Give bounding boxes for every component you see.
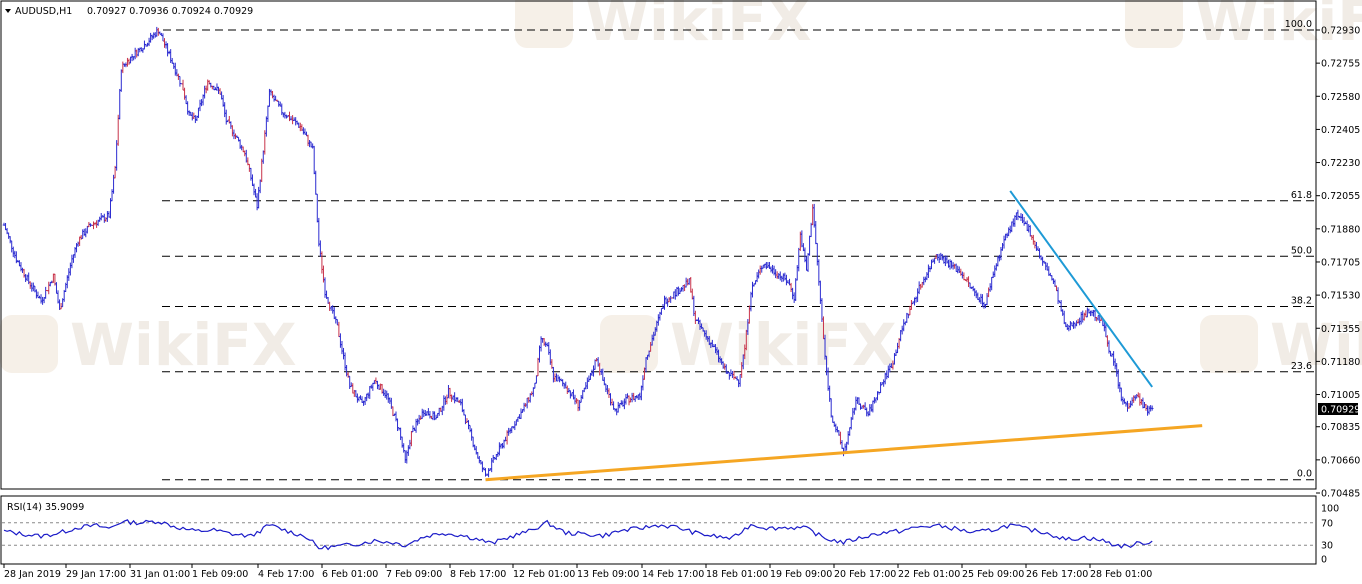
watermark-logo: WikiFX xyxy=(0,311,297,379)
candle xyxy=(1150,405,1154,411)
symbol-label: AUDUSD,H1 xyxy=(15,6,72,17)
rsi-tick-label: 30 xyxy=(1321,541,1333,552)
fibonacci-layer: 100.0 61.8 50.0 38.2 23.6 0.0 xyxy=(162,19,1314,481)
price-tick-label: 0.72930 xyxy=(1321,26,1360,37)
rsi-tick-label: 70 xyxy=(1321,518,1333,529)
watermark-logo: WikiFX xyxy=(600,311,897,379)
price-tick-label: 0.70835 xyxy=(1321,422,1360,433)
watermark-logo: WikiFX xyxy=(1125,0,1362,54)
time-tick-label: 4 Feb 17:00 xyxy=(258,569,314,580)
watermark-layer: WikiFX WikiFX WikiFX WikiFX WikiFX xyxy=(0,0,1362,379)
fib-level-label: 23.6 xyxy=(1291,361,1312,372)
price-tick-label: 0.72055 xyxy=(1321,191,1360,202)
dropdown-triangle-icon[interactable] xyxy=(5,9,11,13)
time-tick-label: 13 Feb 09:00 xyxy=(577,569,639,580)
ohlc-values: 0.70927 0.70936 0.70924 0.70929 xyxy=(87,6,253,17)
rsi-layer: 100 70 30 0 xyxy=(2,504,1339,566)
support-trendline xyxy=(485,424,1203,482)
price-tick-label: 0.72755 xyxy=(1321,59,1360,70)
price-tick-label: 0.70485 xyxy=(1321,489,1360,500)
time-tick-label: 20 Feb 17:00 xyxy=(834,569,896,580)
time-tick-label: 28 Feb 01:00 xyxy=(1090,569,1152,580)
price-tick-label: 0.71880 xyxy=(1321,224,1360,235)
trendline-layer xyxy=(485,190,1203,482)
price-tick-label: 0.72405 xyxy=(1321,125,1360,136)
rsi-tick-label: 0 xyxy=(1321,555,1327,566)
price-tick-label: 0.71530 xyxy=(1321,291,1360,302)
time-tick-label: 28 Jan 2019 xyxy=(4,569,61,580)
current-price-tag xyxy=(1318,403,1358,415)
time-tick-label: 1 Feb 09:00 xyxy=(192,569,248,580)
time-tick-label: 25 Feb 09:00 xyxy=(962,569,1024,580)
candles-layer xyxy=(2,26,1154,478)
price-tick-label: 0.72580 xyxy=(1321,92,1360,103)
watermark-text: WikiFX xyxy=(1195,0,1362,54)
fib-level-label: 0.0 xyxy=(1297,469,1312,480)
time-tick-label: 18 Feb 01:00 xyxy=(706,569,768,580)
time-tick-label: 26 Feb 17:00 xyxy=(1026,569,1088,580)
fib-level-label: 61.8 xyxy=(1291,190,1312,201)
price-axis: 0.72930 0.72755 0.72580 0.72405 0.72230 0.720… xyxy=(1316,26,1360,500)
watermark-text: WikiFX xyxy=(585,0,812,54)
fib-level-label: 38.2 xyxy=(1291,295,1312,306)
time-tick-label: 12 Feb 01:00 xyxy=(513,569,575,580)
watermark-logo: WikiFX xyxy=(515,0,812,54)
rsi-pane-border xyxy=(0,495,1317,565)
rsi-tick-label: 100 xyxy=(1321,504,1339,515)
time-tick-label: 29 Jan 17:00 xyxy=(66,569,126,580)
time-tick-label: 8 Feb 17:00 xyxy=(450,569,506,580)
time-axis: 28 Jan 2019 29 Jan 17:00 31 Jan 01:00 1 Feb… xyxy=(3,564,1152,580)
price-tick-label: 0.71705 xyxy=(1321,257,1360,268)
price-tick-label: 0.72230 xyxy=(1321,158,1360,169)
price-tick-label: 0.71180 xyxy=(1321,357,1360,368)
rsi-line xyxy=(3,519,1153,551)
watermark-text: WikiFX xyxy=(70,311,297,379)
time-tick-label: 19 Feb 09:00 xyxy=(770,569,832,580)
time-tick-label: 22 Feb 01:00 xyxy=(898,569,960,580)
watermark-logo: WikiFX xyxy=(1200,311,1362,379)
price-tick-label: 0.70660 xyxy=(1321,455,1360,466)
current-price-value: 0.70929 xyxy=(1321,405,1360,416)
rsi-title: RSI(14) 35.9099 xyxy=(7,502,84,513)
fib-level-label: 50.0 xyxy=(1291,245,1312,256)
main-pane-border xyxy=(0,0,1317,490)
time-tick-label: 31 Jan 01:00 xyxy=(130,569,190,580)
price-tick-label: 0.71005 xyxy=(1321,390,1360,401)
time-tick-label: 6 Feb 01:00 xyxy=(322,569,378,580)
time-tick-label: 14 Feb 17:00 xyxy=(642,569,704,580)
fib-level-label: 100.0 xyxy=(1285,19,1312,30)
resistance-trendline xyxy=(1009,190,1153,388)
time-tick-label: 7 Feb 09:00 xyxy=(386,569,442,580)
price-tick-label: 0.71355 xyxy=(1321,324,1360,335)
watermark-text: WikiFX xyxy=(670,311,897,379)
